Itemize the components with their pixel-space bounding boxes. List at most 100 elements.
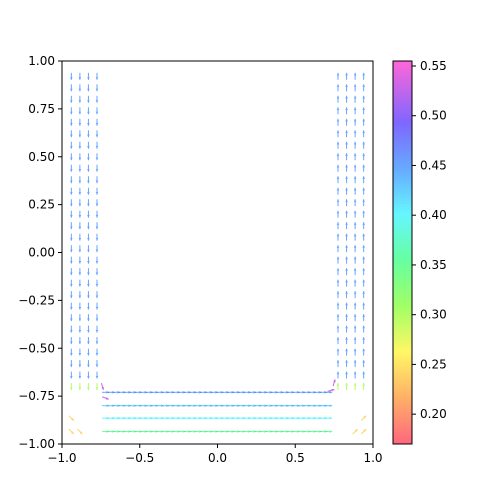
quiver-arrow [336,371,340,379]
quiver-arrow [353,268,357,276]
quiver-arrow [70,95,73,103]
quiver-arrow [70,72,73,80]
quiver-arrow [325,404,333,407]
quiver-arrow [78,302,82,310]
quiver-arrow [87,84,90,92]
quiver-arrow [353,360,357,368]
y-tick-label: −0.25 [18,293,55,307]
quiver-arrow [87,176,90,184]
quiver-arrow [345,245,348,253]
quiver-arrow [353,141,357,149]
quiver-arrow [95,118,99,126]
quiver-arrow [78,210,82,218]
quiver-arrow [70,164,73,172]
quiver-arrow [78,107,82,115]
colorbar-tick-label: 0.45 [420,158,447,172]
quiver-arrow [362,141,365,149]
plot-area [62,61,373,444]
quiver-arrow [87,153,90,161]
quiver-arrow [345,348,348,356]
quiver-arrow [353,130,357,138]
colorbar-tick-label: 0.20 [420,407,447,421]
quiver-arrow [362,72,365,80]
quiver-arrow [362,360,365,368]
quiver-arrow [95,199,99,207]
quiver-arrow [353,348,357,356]
quiver-arrow [70,176,73,184]
quiver-arrow [336,130,340,138]
colorbar-tick-label: 0.30 [420,308,447,322]
quiver-arrow [95,233,99,241]
quiver-arrow [353,95,357,103]
quiver-arrow [87,72,90,80]
quiver-arrow [87,107,90,115]
quiver-arrow [362,187,365,195]
quiver-arrow [336,95,340,103]
quiver-arrow [70,348,73,356]
quiver-arrow [362,337,365,345]
quiver-arrow [345,279,348,287]
quiver-arrow [345,337,348,345]
quiver-arrow [78,371,82,379]
quiver-arrow [95,176,99,184]
x-tick-label: −0.5 [125,451,154,465]
quiver-arrow [70,337,73,345]
y-tick-label: −0.50 [18,341,55,355]
quiver-arrow [87,337,90,345]
quiver-arrow [70,233,73,241]
quiver-arrow [353,245,357,253]
quiver-arrow [87,291,90,299]
quiver-arrow [360,415,367,421]
quiver-arrow [87,95,90,103]
colorbar-tick-label: 0.25 [420,357,447,371]
quiver-arrow [336,176,340,184]
quiver-arrow [78,153,82,161]
quiver-arrow [87,164,90,172]
quiver-arrow [95,268,99,276]
quiver-arrow [95,360,99,368]
quiver-arrow [87,348,90,356]
colorbar-tick-label: 0.55 [420,59,447,73]
quiver-arrow [70,383,73,391]
quiver-arrow [336,199,340,207]
quiver-arrow [78,360,82,368]
quiver-arrow [336,164,340,172]
quiver-arrow [95,187,99,195]
quiver-arrow [353,176,357,184]
quiver-arrow [345,291,348,299]
quiver-arrow [353,325,357,333]
quiver-arrow [362,302,365,310]
quiver-arrow [362,222,365,230]
quiver-arrow [362,95,365,103]
quiver-arrow [102,396,109,400]
y-tick-label: 0.25 [28,198,55,212]
quiver-arrow [336,302,340,310]
quiver-arrow [87,279,90,287]
quiver-arrow [353,187,357,195]
y-axis: 1.00 0.75 0.50 0.25 0.00 −0.25 −0.50 −0.75 −1.00 [18,54,62,451]
quiver-arrow [95,279,99,287]
quiver-arrow [336,314,340,322]
quiver-arrow [78,325,82,333]
quiver-arrow [336,84,340,92]
quiver-arrows [68,72,367,435]
quiver-arrow [353,233,357,241]
quiver-arrow [87,256,90,264]
quiver-arrow [353,164,357,172]
quiver-arrow [345,95,348,103]
quiver-arrow [87,141,90,149]
quiver-arrow [345,302,348,310]
quiver-arrow [70,279,73,287]
quiver-arrow [336,256,340,264]
quiver-arrow [78,199,82,207]
quiver-arrow [70,268,73,276]
quiver-arrow [336,279,340,287]
quiver-arrow [87,268,90,276]
quiver-arrow [78,118,82,126]
quiver-arrow [353,153,357,161]
quiver-arrow [362,199,365,207]
quiver-arrow [70,371,73,379]
quiver-arrow [78,337,82,345]
quiver-arrow [336,222,340,230]
quiver-arrow [345,84,348,92]
